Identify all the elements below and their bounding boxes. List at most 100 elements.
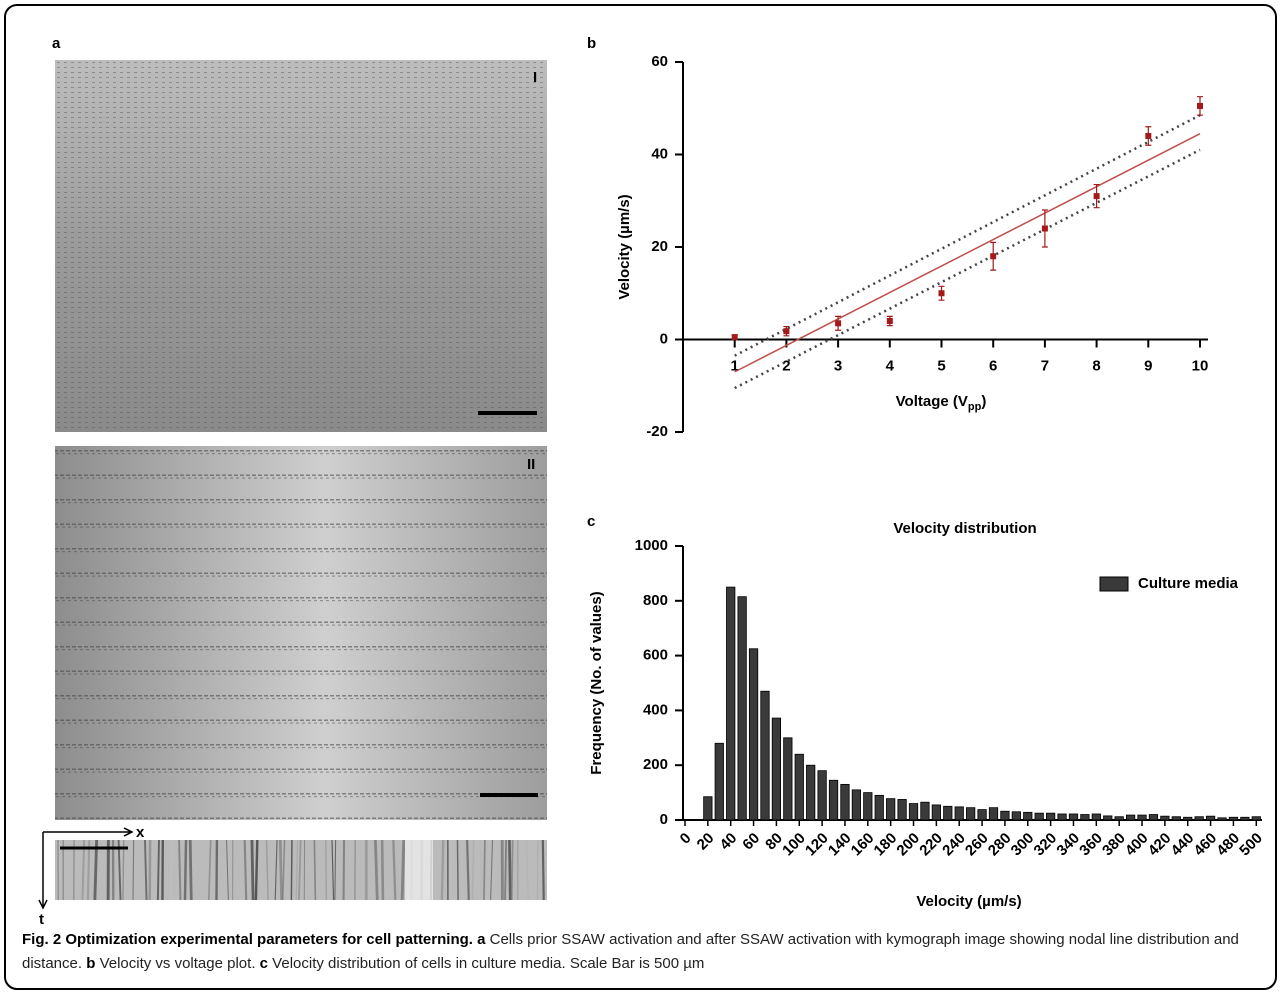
histogram-bar [1057,813,1067,821]
streak [392,839,397,901]
streak [183,839,188,901]
histogram-bar [1183,816,1193,821]
histogram-bar [1080,814,1090,821]
streak [373,839,379,901]
histogram-bar [988,807,999,821]
x-tick-label: 2 [782,357,790,374]
histogram-bar [737,596,747,821]
histogram-bar [760,690,770,821]
image-label: I [533,69,537,86]
streak [93,839,99,901]
streak [278,839,283,901]
x-tick-label: 40 [717,830,741,854]
y-tick-label: 60 [651,53,668,70]
confidence-band [734,148,1201,390]
histogram-bar [863,792,873,821]
histogram-bar [1023,811,1033,821]
streak [156,839,160,901]
histogram-bar [851,789,861,821]
y-tick-label: 1000 [635,537,668,554]
streak [243,839,248,901]
data-point [731,334,738,341]
streak [490,839,494,901]
kymograph [55,839,547,901]
histogram-bar [931,804,941,821]
panel-label: a [52,35,61,52]
data-point [1145,133,1152,139]
histogram-bar [977,809,987,821]
y-tick-label: 0 [660,811,668,828]
caption-title: Fig. 2 Optimization experimental paramet… [22,931,473,948]
histogram-bar [748,648,759,821]
axis-label: x [136,824,145,841]
histogram-bar [874,794,884,821]
histogram-bar [1034,812,1044,821]
y-tick-label: -20 [646,423,668,440]
histogram-bar [1046,812,1056,821]
y-tick-label: 800 [643,592,668,609]
histogram-bar [1205,815,1216,821]
histogram-bar [714,742,724,821]
streak [456,839,459,901]
streak [250,839,255,901]
x-tick-label: 60 [739,830,763,854]
histogram-bar [1011,811,1021,821]
x-tick-label: 6 [989,357,997,374]
data-point [1093,193,1100,200]
x-axis-label: Voltage (Vpp) [896,393,987,413]
histogram-bar [726,586,736,821]
legend-swatch [1099,576,1129,592]
histogram-bar [954,806,964,821]
histogram-bar [1068,813,1079,821]
histogram-bar [1228,816,1239,821]
x-tick-label: 5 [937,357,945,374]
y-axis-label: Frequency (No. of values) [588,591,605,774]
streak [440,839,445,901]
histogram-bar [828,779,839,821]
histogram-bar [806,764,816,821]
y-tick-label: 0 [660,330,668,347]
x-tick-label: 0 [677,830,695,848]
data-point [990,253,997,260]
streak [331,839,335,901]
streak [525,839,530,901]
x-axis-label-part: Voltage (V [896,393,968,410]
x-tick-label: 4 [886,357,895,374]
histogram-bar [794,753,804,821]
caption-label: c [259,955,268,972]
caption: Fig. 2 Optimization experimental paramet… [22,928,1267,976]
nodal-lines [55,446,547,820]
histogram-bar [1091,813,1101,821]
y-axis-label: Velocity (µm/s) [616,194,633,299]
histogram-bar [908,803,919,821]
streak [122,839,125,901]
histogram-bar [1194,816,1204,821]
streak [207,839,212,901]
streak [334,839,337,901]
data-point [886,318,893,324]
image-label: II [527,456,535,473]
histogram-bar [771,717,782,821]
streak [254,839,259,901]
x-tick-label: 20 [694,830,718,854]
histogram-bar [943,805,953,821]
x-tick-label: 500 [1236,830,1266,860]
streak [400,839,406,901]
streak [144,839,148,901]
streak [81,839,86,901]
streak [86,839,91,901]
frame [4,4,1277,990]
streak [510,839,514,901]
streak [265,839,269,901]
data-point [783,328,790,335]
caption-text: Velocity distribution of cells in cultur… [272,955,705,972]
x-axis-label-part: ) [981,393,986,410]
histogram-bar [1125,814,1136,821]
x-axis-label: Velocity (µm/s) [916,893,1021,910]
x-tick-label: 10 [1192,357,1209,374]
confidence-band [734,114,1201,357]
histogram-bar [1103,815,1113,821]
streak [313,839,317,901]
streak [504,839,508,901]
